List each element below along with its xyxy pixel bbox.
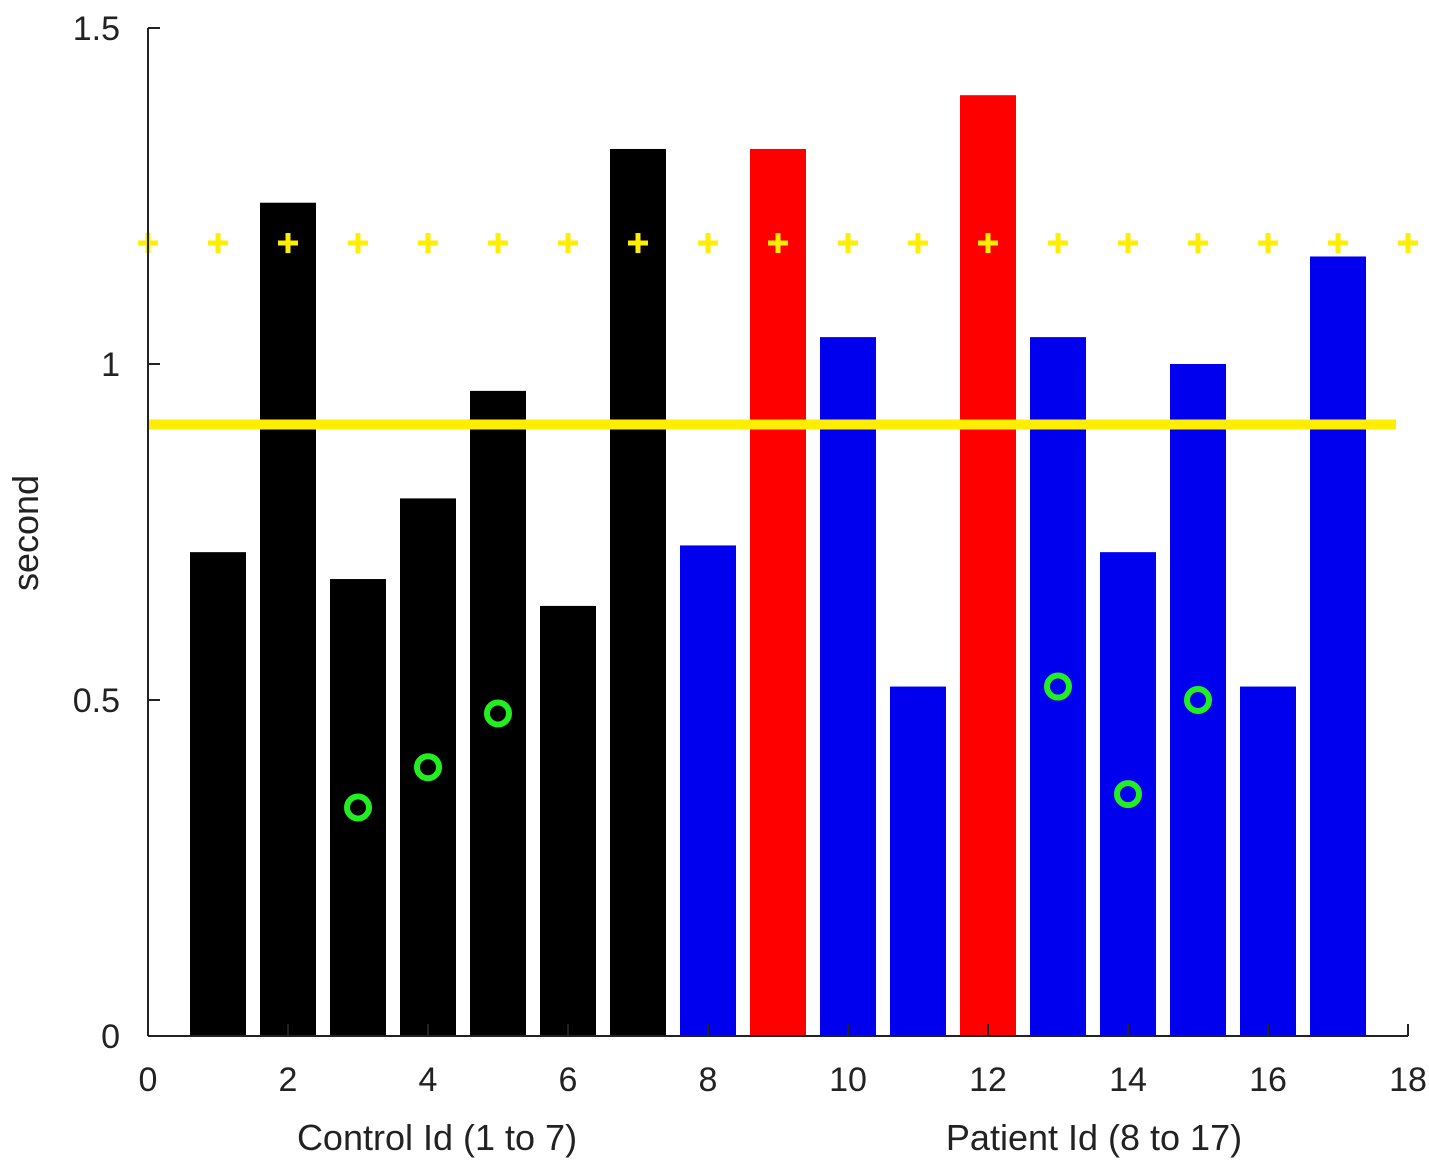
plus-marker-7 (628, 233, 648, 254)
bar-9 (750, 148, 806, 1036)
bar-3 (330, 579, 386, 1036)
bar-8 (680, 545, 736, 1036)
plus-marker-11 (908, 233, 928, 254)
bar-13 (1030, 337, 1086, 1036)
y-axis-label: second (5, 475, 46, 591)
x-tick-label-10: 10 (829, 1061, 867, 1099)
plus-marker-12 (978, 233, 998, 254)
bar-7 (610, 148, 666, 1036)
bar-15 (1170, 364, 1226, 1036)
x-axis-label-control: Control Id (1 to 7) (297, 1117, 577, 1158)
bar-17 (1310, 256, 1366, 1037)
plus-marker-16 (1258, 233, 1278, 254)
bar-14 (1100, 552, 1156, 1036)
plus-marker-9 (768, 233, 788, 254)
plus-marker-13 (1048, 233, 1068, 254)
bar-5 (470, 390, 526, 1036)
x-tick-label-2: 2 (279, 1061, 298, 1099)
y-tick-label-0: 0 (101, 1018, 120, 1056)
y-tick-label-1.5: 1.5 (73, 10, 120, 48)
axes-layer (147, 28, 1408, 1037)
plus-marker-6 (558, 233, 578, 254)
plus-marker-17 (1328, 233, 1348, 254)
circle-marker-4 (1114, 780, 1142, 809)
plus-marker-8 (698, 233, 718, 254)
circle-marker-5 (1184, 686, 1212, 714)
x-tick-label-16: 16 (1249, 1061, 1287, 1099)
x-tick-label-0: 0 (139, 1061, 158, 1099)
ticks-layer: 0 2 4 6 8 10 12 14 16 18 0 0.5 1 1.5 (73, 10, 1427, 1099)
circle-marker-1 (414, 753, 442, 782)
x-tick-label-4: 4 (419, 1061, 438, 1099)
bar-10 (820, 337, 876, 1036)
circle-marker-0 (344, 793, 372, 822)
x-tick-label-12: 12 (969, 1061, 1007, 1099)
x-tick-label-18: 18 (1389, 1061, 1427, 1099)
x-tick-label-6: 6 (559, 1061, 578, 1099)
markers-layer (138, 233, 1418, 822)
y-tick-label-1: 1 (101, 346, 120, 384)
bars-layer (190, 95, 1366, 1037)
plus-marker-14 (1118, 233, 1138, 254)
bar-11 (890, 686, 946, 1036)
plus-marker-15 (1188, 233, 1208, 254)
bar-4 (400, 498, 456, 1036)
x-tick-label-14: 14 (1109, 1061, 1147, 1099)
y-tick-label-0.5: 0.5 (73, 682, 120, 720)
bar-2 (260, 202, 316, 1037)
circle-marker-3 (1044, 672, 1072, 701)
x-axis-label-patient: Patient Id (8 to 17) (946, 1117, 1242, 1158)
plus-marker-18 (1398, 233, 1418, 254)
bar-16 (1240, 686, 1296, 1036)
plus-marker-3 (348, 233, 368, 254)
circle-marker-2 (484, 699, 512, 728)
bar-1 (190, 552, 246, 1036)
x-tick-label-8: 8 (699, 1061, 718, 1099)
plus-marker-4 (418, 233, 438, 254)
plus-marker-10 (838, 233, 858, 254)
plus-marker-2 (278, 233, 298, 254)
plus-marker-5 (488, 233, 508, 254)
plus-marker-1 (208, 233, 228, 254)
bar-6 (540, 605, 596, 1036)
